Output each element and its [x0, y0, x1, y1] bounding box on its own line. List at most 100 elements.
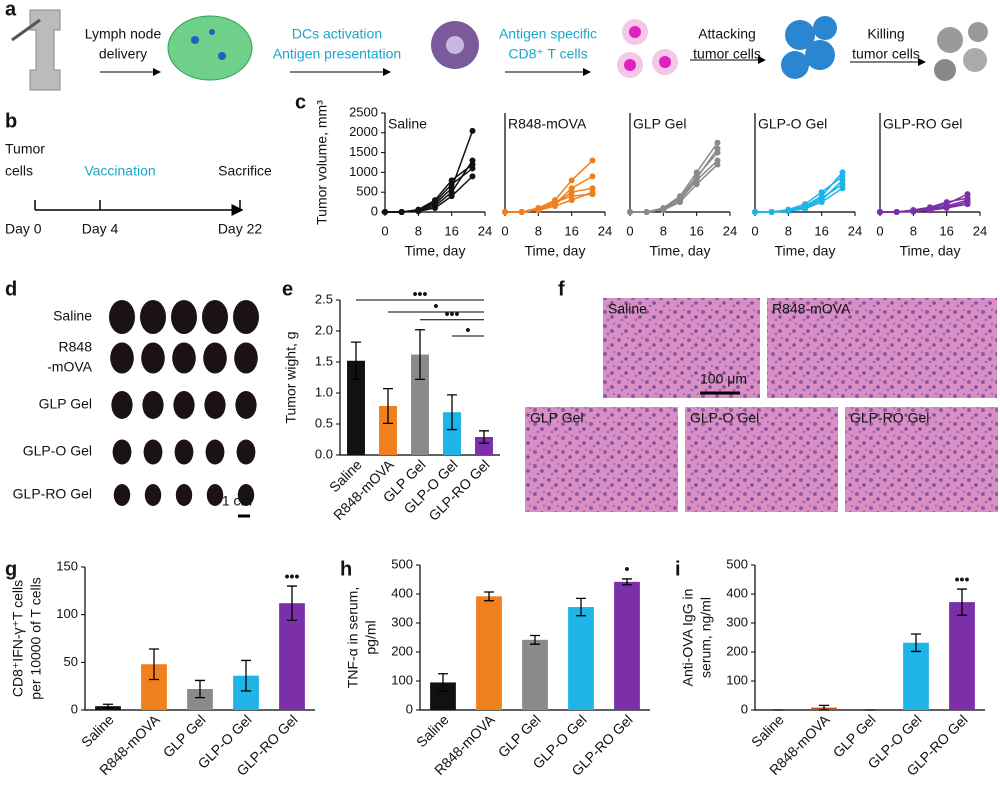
data-point	[768, 209, 775, 215]
error-bar	[195, 679, 205, 699]
y-axis-label: CD8⁺IFN-γ⁺T cells	[10, 580, 26, 697]
series-line	[630, 163, 719, 213]
x-axis-label: Time, day	[405, 243, 466, 259]
timeline-event: Vaccination	[84, 163, 155, 179]
x-tick-label: 0	[751, 223, 758, 238]
data-point	[502, 209, 508, 215]
y-tick-label: 0	[406, 701, 413, 716]
data-point	[382, 209, 388, 215]
schematic-step: tumor cells	[852, 46, 920, 62]
x-axis-label: Time, day	[900, 243, 961, 259]
x-tick-label: 16	[444, 223, 458, 238]
data-point	[432, 197, 438, 204]
y-tick-label: 2.0	[315, 322, 333, 337]
y-axis-label: per 10000 of T cells	[28, 577, 44, 699]
error-bar	[415, 329, 425, 381]
y-tick-label: 0	[371, 203, 378, 218]
schematic-step: Lymph node	[85, 26, 162, 42]
tumor-photo	[233, 300, 259, 334]
data-point	[927, 207, 933, 214]
y-tick-label: 0.0	[315, 446, 333, 461]
bar	[379, 406, 397, 455]
histology-label: GLP Gel	[530, 410, 583, 426]
photo-scale: 1 cm	[222, 493, 252, 509]
y-tick-label: 100	[56, 606, 78, 621]
y-axis-label: serum, ng/ml	[698, 597, 714, 678]
error-bar	[479, 430, 489, 444]
bar	[614, 581, 640, 710]
bar	[347, 360, 365, 455]
histology-label: Saline	[608, 301, 647, 317]
data-point	[677, 197, 683, 204]
x-tick-label: 24	[478, 223, 492, 238]
chart-title: GLP Gel	[633, 116, 686, 132]
panel-label: f	[558, 278, 565, 300]
schematic-step: Antigen specific	[499, 26, 597, 42]
data-point	[714, 161, 721, 168]
error-bar	[576, 597, 586, 617]
x-tick-label: Saline	[413, 711, 452, 750]
significance: •••	[955, 571, 970, 587]
data-point	[752, 209, 758, 215]
bar	[187, 689, 213, 710]
data-point	[714, 145, 721, 152]
schematic-step: Antigen presentation	[273, 46, 401, 62]
data-point	[568, 177, 575, 184]
x-tick-label: 16	[564, 223, 578, 238]
tumor-photo	[237, 484, 255, 506]
data-point	[910, 208, 917, 215]
tumor-photo	[142, 391, 164, 419]
error-bar	[383, 388, 393, 425]
photo-row-label: GLP-O Gel	[23, 443, 92, 459]
y-tick-label: 2.5	[315, 291, 333, 306]
data-point	[518, 209, 525, 215]
y-axis-label: Tumor wight, g	[283, 331, 299, 423]
photo-row-label: -mOVA	[47, 359, 93, 375]
schematic-step: DCs activation	[292, 26, 382, 42]
x-axis-label: Time, day	[650, 243, 711, 259]
error-bar	[911, 633, 921, 653]
timeline-day: Day 22	[218, 221, 263, 237]
y-tick-label: 0	[741, 701, 748, 716]
x-tick-label: 24	[973, 223, 987, 238]
histology-label: GLP-RO Gel	[850, 410, 929, 426]
error-bar	[484, 591, 494, 602]
data-point	[432, 205, 438, 212]
x-axis-label: Time, day	[525, 243, 586, 259]
tumor-photo	[113, 484, 131, 506]
data-point	[693, 175, 700, 182]
data-point	[643, 209, 650, 215]
schematic-step: CD8⁺ T cells	[508, 46, 587, 62]
data-point	[448, 193, 455, 200]
error-bar	[530, 634, 540, 645]
x-tick-label: 8	[415, 223, 422, 238]
error-bar	[351, 341, 361, 381]
series-line	[630, 148, 719, 213]
y-tick-label: 2500	[349, 104, 378, 119]
series-line	[755, 175, 843, 213]
error-bar	[149, 648, 159, 681]
data-point	[714, 139, 721, 146]
data-point	[415, 206, 422, 213]
tumor-photo	[202, 300, 228, 334]
data-point	[943, 199, 950, 206]
timeline-event: cells	[5, 163, 33, 179]
chart-title: GLP-O Gel	[758, 116, 827, 132]
data-point	[589, 189, 596, 196]
data-point	[693, 181, 700, 188]
schematic-icons	[11, 9, 988, 91]
bar	[522, 639, 548, 710]
error-bar	[819, 704, 829, 711]
data-point	[589, 173, 596, 180]
data-point	[469, 173, 476, 180]
tumor-photo	[206, 484, 224, 506]
data-point	[627, 209, 633, 215]
error-bar	[622, 578, 632, 586]
photo-row-label: R848	[59, 339, 93, 355]
x-tick-label: 16	[939, 223, 953, 238]
y-tick-label: 100	[726, 672, 748, 687]
schematic-step: Attacking	[698, 26, 756, 42]
data-point	[877, 209, 883, 215]
tumor-photo	[204, 391, 226, 419]
